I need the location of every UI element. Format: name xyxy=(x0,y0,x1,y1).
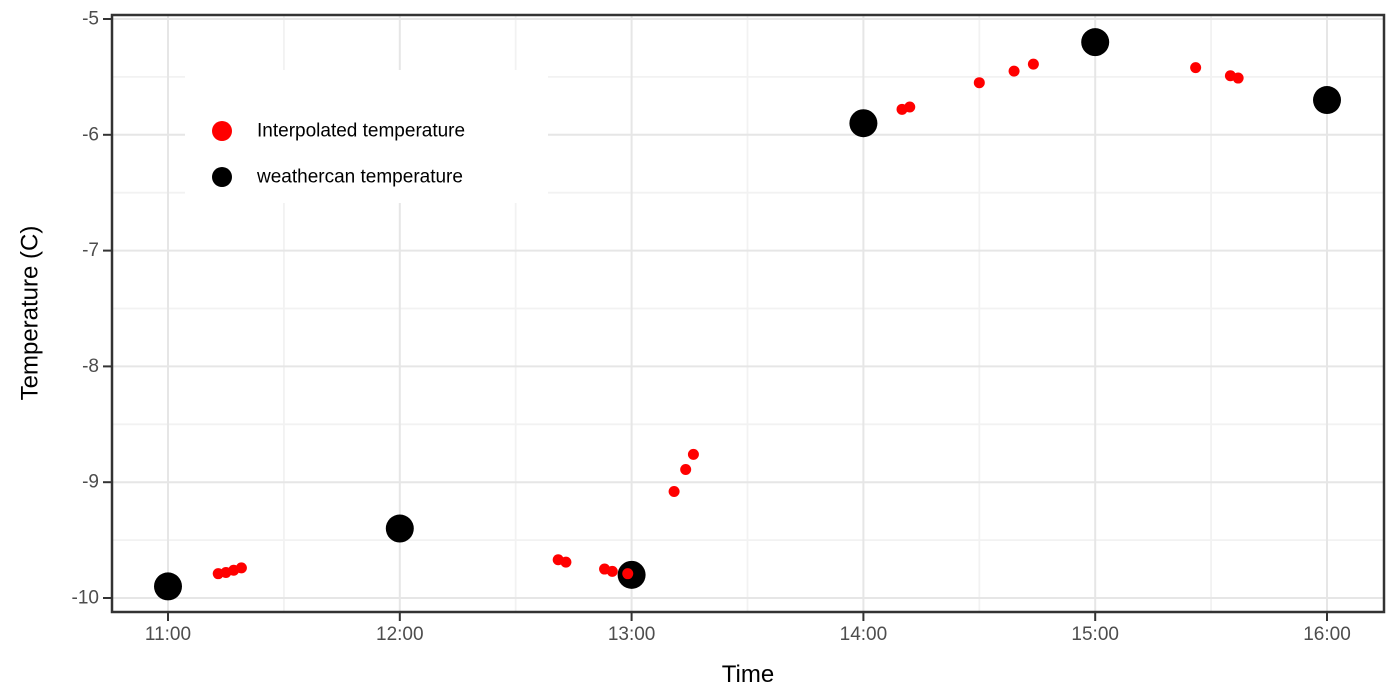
data-point-weathercan-temperature xyxy=(849,109,878,138)
x-tick-label: 16:00 xyxy=(1303,624,1351,645)
x-tick-label: 12:00 xyxy=(376,624,424,645)
y-tick-label: -5 xyxy=(82,9,99,30)
legend-background xyxy=(185,70,548,203)
data-point-interpolated-temperature xyxy=(606,565,618,577)
data-point-interpolated-temperature xyxy=(1232,72,1244,84)
x-tick-label: 13:00 xyxy=(608,624,656,645)
x-tick-label: 14:00 xyxy=(840,624,888,645)
data-point-interpolated-temperature xyxy=(1190,62,1202,74)
y-tick-label: -7 xyxy=(82,240,99,261)
y-axis-title: Temperature (C) xyxy=(17,226,44,401)
x-axis-title: Time xyxy=(722,661,774,688)
legend-key-interpolated-temperature xyxy=(212,121,232,141)
legend-key-weathercan-temperature xyxy=(212,167,232,187)
data-point-interpolated-temperature xyxy=(1008,65,1020,77)
x-axis-tick-labels: 11:00 12:00 13:00 14:00 15:00 16:00 xyxy=(145,624,1351,645)
panel-border xyxy=(110,13,1386,614)
x-tick-label: 11:00 xyxy=(145,624,191,645)
legend-label-interpolated-temperature: Interpolated temperature xyxy=(257,121,465,142)
data-point-interpolated-temperature xyxy=(235,562,247,574)
data-point-interpolated-temperature xyxy=(560,556,572,568)
y-axis-tick-labels: -5 -6 -7 -8 -9 -10 xyxy=(72,9,99,609)
y-tick-label: -10 xyxy=(72,588,99,609)
data-point-interpolated-temperature xyxy=(973,77,985,89)
y-tick-label: -8 xyxy=(82,356,99,377)
data-point-interpolated-temperature xyxy=(1027,58,1039,70)
data-point-interpolated-temperature xyxy=(668,485,680,497)
data-point-interpolated-temperature xyxy=(680,463,692,475)
data-point-interpolated-temperature xyxy=(687,448,699,460)
data-point-weathercan-temperature xyxy=(1313,86,1341,115)
data-point-interpolated-temperature xyxy=(904,101,916,113)
data-point-weathercan-temperature xyxy=(1081,28,1110,57)
data-points xyxy=(154,28,1341,601)
data-point-weathercan-temperature xyxy=(385,514,414,543)
legend: Interpolated temperature weathercan temp… xyxy=(185,70,548,203)
data-point-interpolated-temperature xyxy=(622,568,634,580)
axis-tick-marks xyxy=(103,18,1328,621)
legend-label-weathercan-temperature: weathercan temperature xyxy=(256,167,463,188)
data-point-weathercan-temperature xyxy=(154,572,182,601)
y-tick-label: -9 xyxy=(82,472,99,493)
y-tick-label: -6 xyxy=(82,124,99,145)
x-tick-label: 15:00 xyxy=(1071,624,1119,645)
